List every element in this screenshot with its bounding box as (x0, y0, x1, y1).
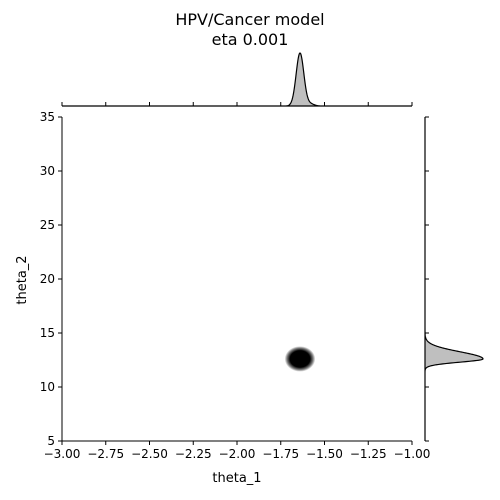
y-tick-label: 30 (40, 164, 55, 178)
x-tick-label: −1.50 (306, 447, 343, 461)
y-tick-label: 35 (40, 110, 55, 124)
joint-density-blob (284, 346, 316, 372)
x-axis-label: theta_1 (212, 471, 261, 486)
x-tick-label: −3.00 (44, 447, 81, 461)
x-tick-label: −2.00 (219, 447, 256, 461)
x-tick-label: −2.50 (131, 447, 168, 461)
y-tick-label: 25 (40, 218, 55, 232)
x-tick-label: −1.25 (350, 447, 387, 461)
x-tick-label: −1.00 (394, 447, 431, 461)
y-axis-label: theta_2 (15, 255, 30, 304)
y-tick-label: 20 (40, 272, 55, 286)
x-tick-label: −2.75 (87, 447, 124, 461)
y-tick-label: 10 (40, 380, 55, 394)
y-axis-ticks: 5 10 15 20 25 30 35 (40, 110, 62, 448)
chart-title-line-2: eta 0.001 (211, 30, 289, 49)
marginal-x-density-curve (62, 52, 412, 107)
chart-title-line-1: HPV/Cancer model (175, 10, 325, 29)
marginal-y-panel (424, 116, 484, 442)
x-tick-label: −1.75 (262, 447, 299, 461)
y-tick-label: 15 (40, 326, 55, 340)
marginal-x-ticks (61, 102, 413, 106)
x-tick-label: −2.25 (175, 447, 212, 461)
marginal-y-density-curve (424, 117, 484, 441)
marginal-x-panel (61, 52, 413, 107)
y-tick-label: 5 (47, 434, 55, 448)
x-axis-ticks: −3.00 −2.75 −2.50 −2.25 −2.00 −1.75 −1.50 −1.25… (44, 441, 431, 461)
joint-density-panel: −3.00 −2.75 −2.50 −2.25 −2.00 −1.75 −1.50 −1.25… (40, 110, 431, 461)
